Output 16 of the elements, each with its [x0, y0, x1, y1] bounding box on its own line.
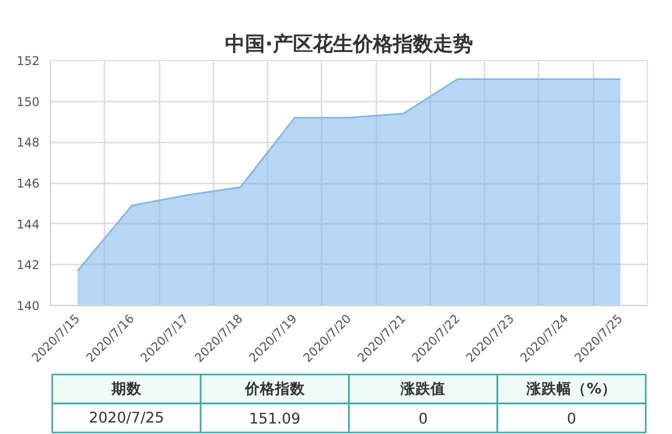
text: 涨跌值 [400, 380, 446, 398]
y-tick-label: 148 [16, 136, 40, 150]
text: 0 [566, 410, 576, 428]
y-tick-label: 140 [16, 299, 40, 313]
y-tick-label: 146 [16, 176, 40, 190]
text: 151.09 [249, 410, 300, 428]
chart-title: 中国·产区花生价格指数走势 [225, 32, 473, 56]
y-tick-label: 152 [16, 54, 40, 68]
y-tick-label: 142 [16, 258, 40, 272]
text: 价格指数 [244, 380, 306, 398]
y-tick-label: 150 [16, 94, 40, 109]
text: 涨跌幅（%） [526, 380, 616, 398]
y-tick-label: 144 [16, 217, 40, 232]
text: 0 [418, 410, 428, 428]
text: 2020/7/25 [88, 410, 164, 426]
text: 期数 [110, 380, 142, 398]
